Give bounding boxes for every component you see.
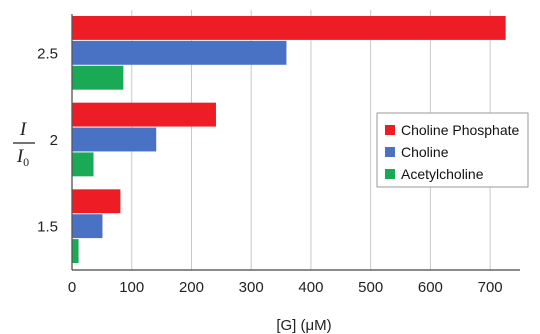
legend-label: Acetylcholine: [401, 166, 484, 182]
legend-swatch: [385, 125, 395, 135]
x-tick-label: 300: [239, 279, 264, 296]
bar-choline-phosphate-1_5: [72, 189, 121, 214]
y-axis-label-denominator: I0: [16, 146, 29, 169]
x-tick-label: 600: [418, 279, 443, 296]
x-axis-label: [G] (μM): [276, 317, 331, 334]
bar-choline-phosphate-2: [72, 102, 216, 127]
legend-label: Choline: [401, 144, 449, 160]
bar-choline-2_5: [72, 40, 287, 65]
y-axis-label: I I0: [13, 119, 35, 169]
y-tick-label: 2: [50, 132, 58, 149]
bars: [72, 16, 506, 263]
legend-box: [376, 112, 529, 188]
bar-acetylcholine-2: [72, 152, 94, 177]
y-tick-label: 1.5: [37, 219, 58, 236]
x-tick-label: 700: [478, 279, 503, 296]
bar-choline-2: [72, 127, 157, 152]
bar-acetylcholine-1_5: [72, 239, 79, 263]
legend-swatch: [385, 169, 395, 179]
x-tick-label: 500: [358, 279, 383, 296]
y-tick-label: 2.5: [37, 45, 58, 62]
y-tick-labels: 2.5 2 1.5: [37, 45, 58, 235]
legend-label: Choline Phosphate: [401, 122, 520, 138]
x-tick-label: 200: [179, 279, 204, 296]
legend-swatch: [385, 147, 395, 157]
bar-acetylcholine-2_5: [72, 65, 124, 90]
bar-choline-1_5: [72, 214, 103, 239]
bar-choline-phosphate-2_5: [72, 16, 506, 40]
x-tick-label: 100: [119, 279, 144, 296]
x-tick-labels: 0 100 200 300 400 500 600 700: [68, 279, 503, 296]
x-tick-label: 400: [298, 279, 323, 296]
legend: Choline Phosphate Choline Acetylcholine: [376, 112, 529, 188]
y-axis-label-numerator: I: [19, 119, 28, 140]
x-tick-label: 0: [68, 279, 76, 296]
